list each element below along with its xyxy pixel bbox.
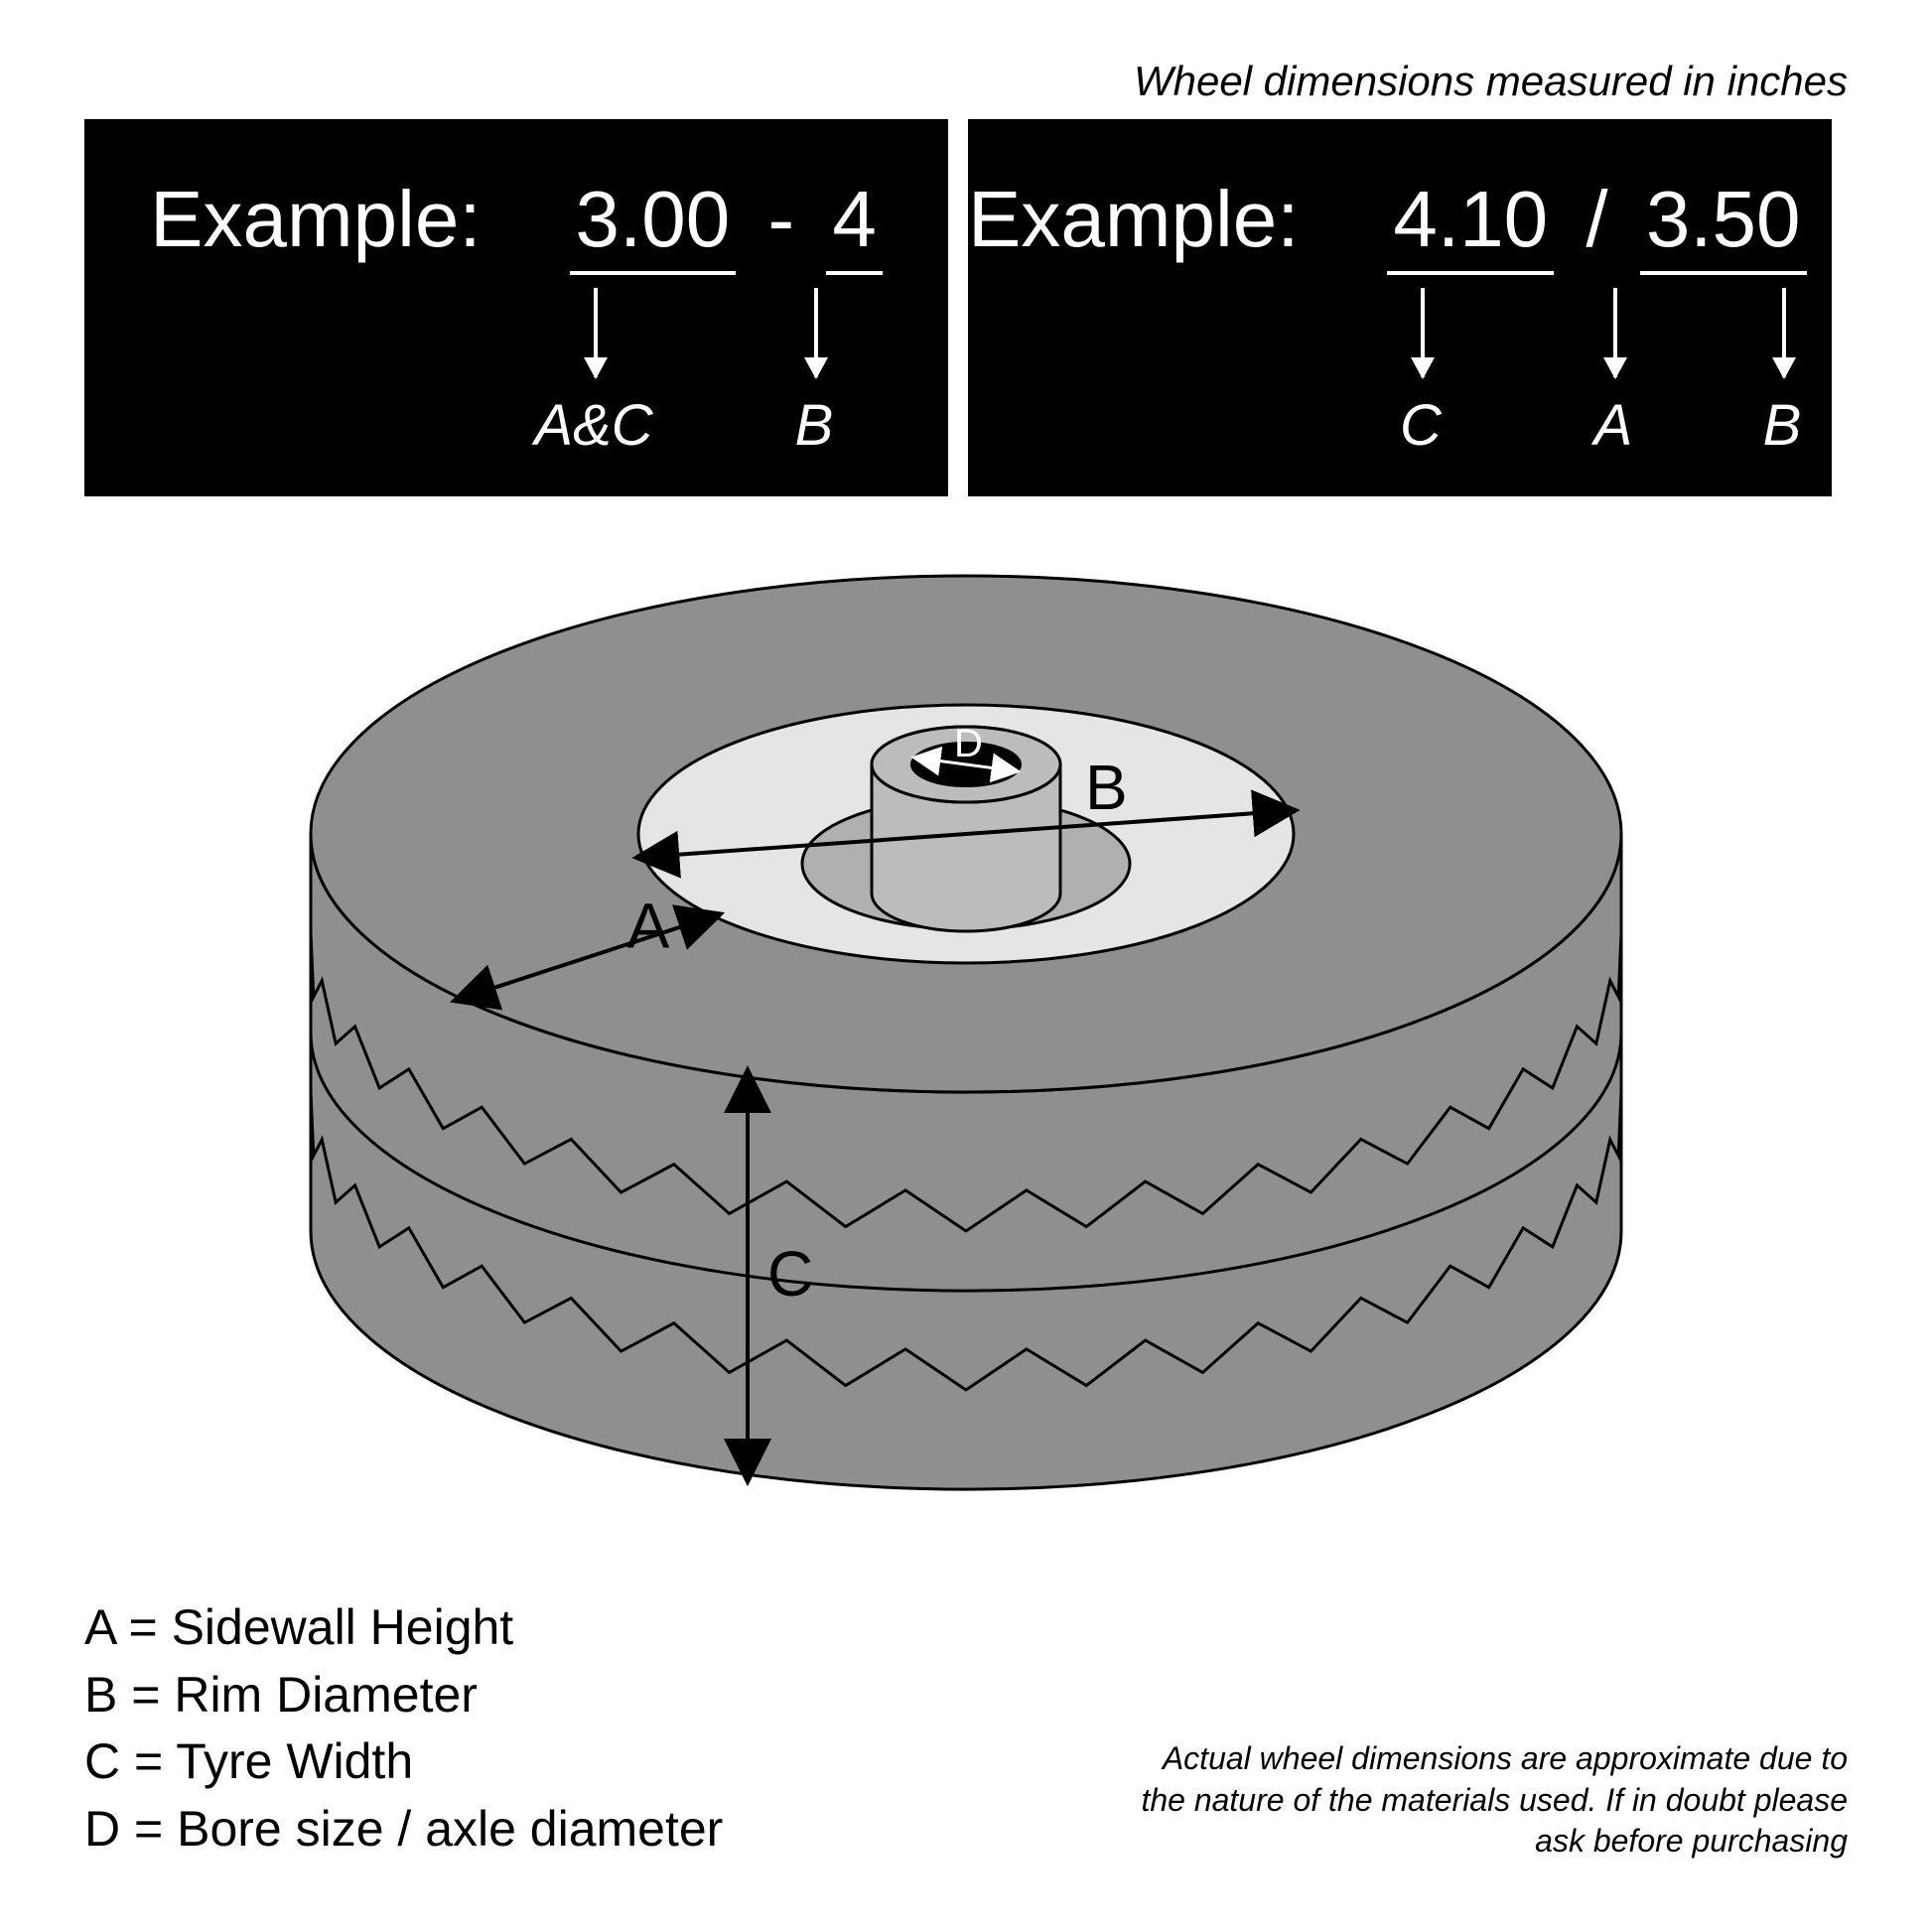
units-note: Wheel dimensions measured in inches [1134,58,1848,105]
example-box-2: Example: 4.10 / 3.50 - 4 C A B [968,119,1832,496]
example-2-arrow-2 [1613,288,1617,377]
example-1-sep1: - [758,175,804,263]
example-1-row: Example: 3.00 - 4 [84,174,948,275]
example-2-sep1: / [1576,175,1617,263]
legend-a: A = Sidewall Height [84,1594,723,1662]
svg-text:D: D [954,722,983,765]
example-1-n2: 4 [826,174,883,275]
wheel-svg: A B D C [221,536,1711,1628]
svg-text:C: C [767,1238,813,1310]
example-2-n2: 3.50 [1640,174,1807,275]
example-1-lbl-1: A&C [534,392,652,459]
example-1-arrow-2 [814,288,818,377]
example-1-n1: 3.00 [570,174,737,275]
example-2-arrow-1 [1421,288,1425,377]
example-2-lbl-2: A [1594,392,1633,459]
legend: A = Sidewall Height B = Rim Diameter C =… [84,1594,723,1863]
example-1-prefix: Example: [150,175,481,263]
example-2-n1: 4.10 [1387,174,1554,275]
legend-d: D = Bore size / axle diameter [84,1796,723,1863]
legend-c: C = Tyre Width [84,1728,723,1796]
wheel-diagram: A B D C [221,536,1711,1628]
example-2-n3: 4 [1897,174,1932,275]
legend-b: B = Rim Diameter [84,1662,723,1729]
example-2-lbl-1: C [1400,392,1442,459]
example-2-prefix: Example: [968,175,1299,263]
example-2-lbl-3: B [1763,392,1802,459]
disclaimer: Actual wheel dimensions are approximate … [1133,1738,1848,1863]
page: Wheel dimensions measured in inches Exam… [0,0,1932,1932]
svg-text:A: A [627,890,670,961]
example-2-sep2: - [1829,175,1875,263]
svg-text:B: B [1085,752,1128,823]
example-1-lbl-2: B [795,392,834,459]
example-2-arrow-3 [1782,288,1786,377]
example-1-arrow-1 [594,288,598,377]
example-box-1: Example: 3.00 - 4 A&C B [84,119,948,496]
example-2-row: Example: 4.10 / 3.50 - 4 [968,174,1832,275]
